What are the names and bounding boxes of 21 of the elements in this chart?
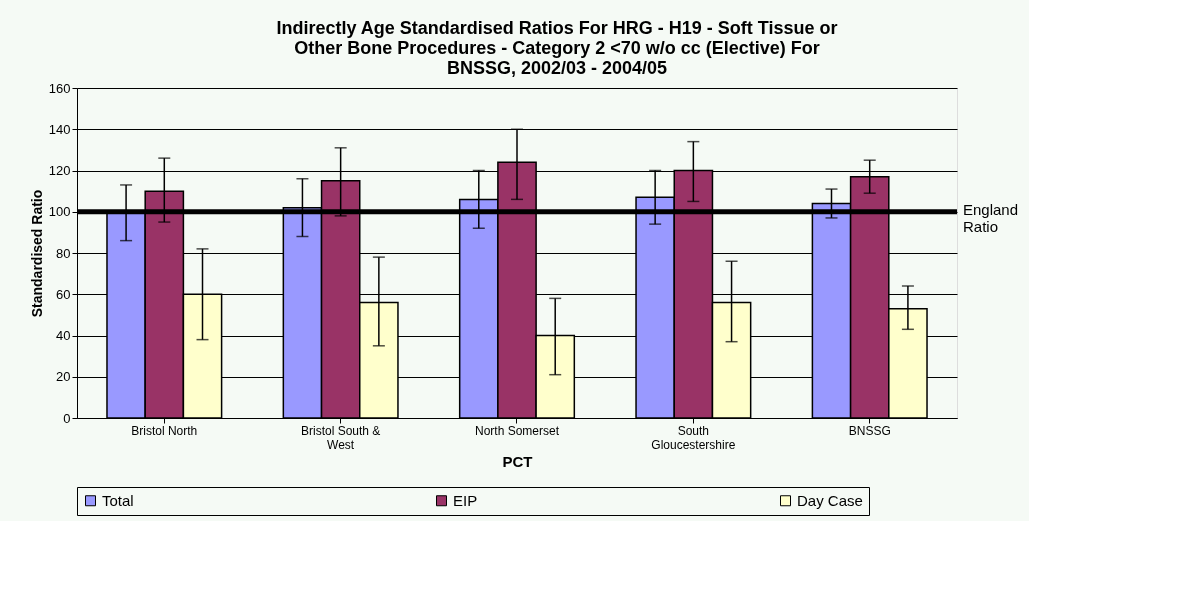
legend-label: Day Case [797, 491, 863, 509]
legend-label: Total [102, 491, 134, 509]
y-tick-label: 100 [48, 204, 71, 220]
chart-title: Indirectly Age Standardised Ratios For HRG - H19 - Soft Tissue or Other Bone Procedures - Category 2 <70 w/o cc (Elective) For BNSSG, 2002/03 - 2004/05 [276, 18, 838, 78]
y-tick-label: 0 [63, 410, 71, 426]
y-tick-label: 60 [56, 286, 71, 302]
legend-label: EIP [453, 491, 478, 509]
y-tick-label: 40 [56, 328, 71, 343]
ref-line-label: England Ratio [963, 200, 1019, 235]
x-tick-label: Bristol North [131, 423, 198, 438]
x-tick-label: South Gloucestershire [651, 423, 736, 452]
y-tick-label: 80 [56, 245, 71, 261]
x-tick-label: Bristol South & West [300, 423, 381, 452]
x-axis-title: PCT [502, 452, 533, 470]
y-tick-label: 160 [48, 80, 71, 96]
y-tick-label: 140 [48, 121, 71, 137]
y-tick-label: 20 [56, 369, 71, 385]
y-axis-title: Standardised Ratio [28, 189, 45, 318]
x-tick-label: BNSSG [848, 423, 891, 438]
x-tick-label: North Somerset [474, 423, 560, 438]
y-tick-label: 120 [48, 163, 71, 178]
